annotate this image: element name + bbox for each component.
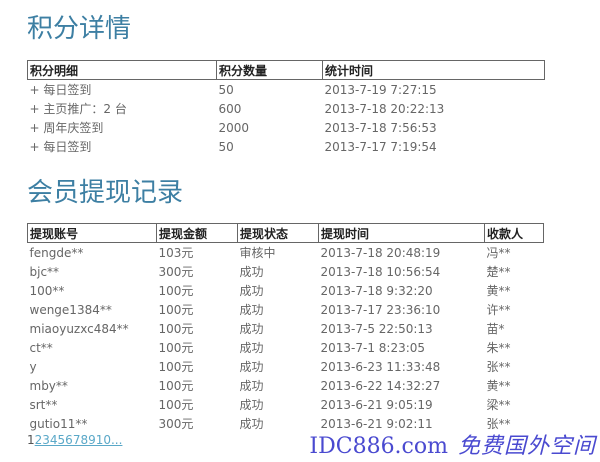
table-cell: 2013-7-18 10:56:54 [320,264,441,279]
table-cell: 50 [218,139,234,154]
table-cell: + 周年庆签到 [29,121,104,135]
table-cell: 黄** [486,284,511,298]
withdraw-title: 会员提现记录 [27,178,184,208]
table-cell: 成功 [239,360,264,374]
table-cell: 2000 [218,120,250,135]
table-cell: y [29,359,37,374]
col-header: 提现账号 [27,223,157,243]
col-header: 提现金额 [156,223,238,243]
table-cell: 100元 [158,360,194,374]
table-row: ct** 100元 成功 2013-7-1 8:23:05 朱** [28,338,544,357]
table-row: + 每日签到 50 2013-7-19 7:27:15 [28,80,545,100]
col-header: 提现状态 [237,223,319,243]
col-header: 积分明细 [27,60,217,80]
table-row: + 每日签到 50 2013-7-17 7:19:54 [28,137,545,156]
table-row: gutio11** 300元 成功 2013-6-21 9:02:11 张** [28,414,544,433]
table-cell: 2013-7-5 22:50:13 [320,321,433,336]
table-cell: 50 [218,82,234,97]
table-cell: 100元 [158,341,194,355]
page-links[interactable]: 2345678910... [34,433,123,447]
table-row: + 主页推广：2 台 600 2013-7-18 20:22:13 [28,99,545,118]
table-cell: 黄** [486,379,511,393]
table-row: miaoyuzxc484** 100元 成功 2013-7-5 22:50:13 苗* [28,319,544,338]
table-cell: 2013-6-21 9:05:19 [320,397,433,412]
table-cell: 张** [486,417,511,431]
table-row: srt** 100元 成功 2013-6-21 9:05:19 梁** [28,395,544,414]
table-row: 100** 100元 成功 2013-7-18 9:32:20 黄** [28,281,544,300]
withdraw-table: 提现账号 提现金额 提现状态 提现时间 收款人 fengde** 103元 审核中 2… [27,223,544,433]
col-header: 提现时间 [318,223,485,243]
points-title: 积分详情 [27,14,132,44]
table-cell: 成功 [239,265,264,279]
table-cell: 楚** [486,265,511,279]
table-cell: 成功 [239,341,264,355]
table-cell: 冯** [486,246,511,260]
watermark-logo: IDC886.com 免费国外空间 [309,434,596,460]
table-cell: 成功 [239,398,264,412]
table-cell: 2013-6-23 11:33:48 [320,359,441,374]
col-header: 积分数量 [216,60,323,80]
page-current: 1 [27,433,35,447]
table-cell: 成功 [239,303,264,317]
table-cell: fengde** [29,245,84,260]
table-cell: 张** [486,360,511,374]
table-cell: 103元 [158,246,194,260]
watermark-line2: 免费国外空间 [457,434,596,459]
table-cell: bjc** [29,264,60,279]
table-cell: + 每日签到 [29,140,92,154]
table-row: + 周年庆签到 2000 2013-7-18 7:56:53 [28,118,545,137]
table-cell: 成功 [239,322,264,336]
table-cell: 2013-7-18 20:48:19 [320,245,441,260]
table-cell: 2013-7-17 23:36:10 [320,302,441,317]
table-cell: 300元 [158,265,194,279]
table-cell: 100元 [158,379,194,393]
table-cell: 梁** [486,398,511,412]
table-cell: 2013-7-1 8:23:05 [320,340,426,355]
table-cell: 600 [218,101,242,116]
table-cell: 100** [29,283,65,298]
table-cell: 苗* [486,322,505,336]
table-cell: 许** [486,303,511,317]
table-row: wenge1384** 100元 成功 2013-7-17 23:36:10 许** [28,300,544,319]
table-row: fengde** 103元 审核中 2013-7-18 20:48:19 冯** [28,243,544,263]
col-header: 统计时间 [322,60,545,80]
table-row: bjc** 300元 成功 2013-7-18 10:56:54 楚** [28,262,544,281]
table-cell: 2013-6-21 9:02:11 [320,416,433,431]
table-cell: 朱** [486,341,511,355]
table-cell: 审核中 [239,246,276,260]
table-row: y 100元 成功 2013-6-23 11:33:48 张** [28,357,544,376]
table-cell: 300元 [158,417,194,431]
table-cell: 2013-7-17 7:19:54 [324,139,437,154]
table-cell: 2013-7-19 7:27:15 [324,82,437,97]
table-row: mby** 100元 成功 2013-6-22 14:32:27 黄** [28,376,544,395]
table-cell: 成功 [239,379,264,393]
table-cell: 100元 [158,398,194,412]
watermark-line1: IDC886.com [309,434,448,459]
table-cell: 2013-6-22 14:32:27 [320,378,441,393]
table-cell: 100元 [158,303,194,317]
table-cell: mby** [29,378,68,393]
table-cell: 2013-7-18 7:56:53 [324,120,437,135]
table-cell: srt** [29,397,58,412]
col-header: 收款人 [484,223,544,243]
pagination: 12345678910... [27,433,122,447]
table-cell: 100元 [158,284,194,298]
points-table: 积分明细 积分数量 统计时间 + 每日签到 50 2013-7-19 7:27:15… [27,60,545,156]
table-cell: 2013-7-18 20:22:13 [324,101,445,116]
table-cell: wenge1384** [29,302,112,317]
table-cell: + 每日签到 [29,83,92,97]
table-cell: 100元 [158,322,194,336]
table-cell: 2013-7-18 9:32:20 [320,283,433,298]
table-cell: 成功 [239,417,264,431]
table-cell: + 主页推广：2 台 [29,102,127,116]
table-cell: gutio11** [29,416,88,431]
table-cell: ct** [29,340,53,355]
table-cell: miaoyuzxc484** [29,321,129,336]
table-cell: 成功 [239,284,264,298]
